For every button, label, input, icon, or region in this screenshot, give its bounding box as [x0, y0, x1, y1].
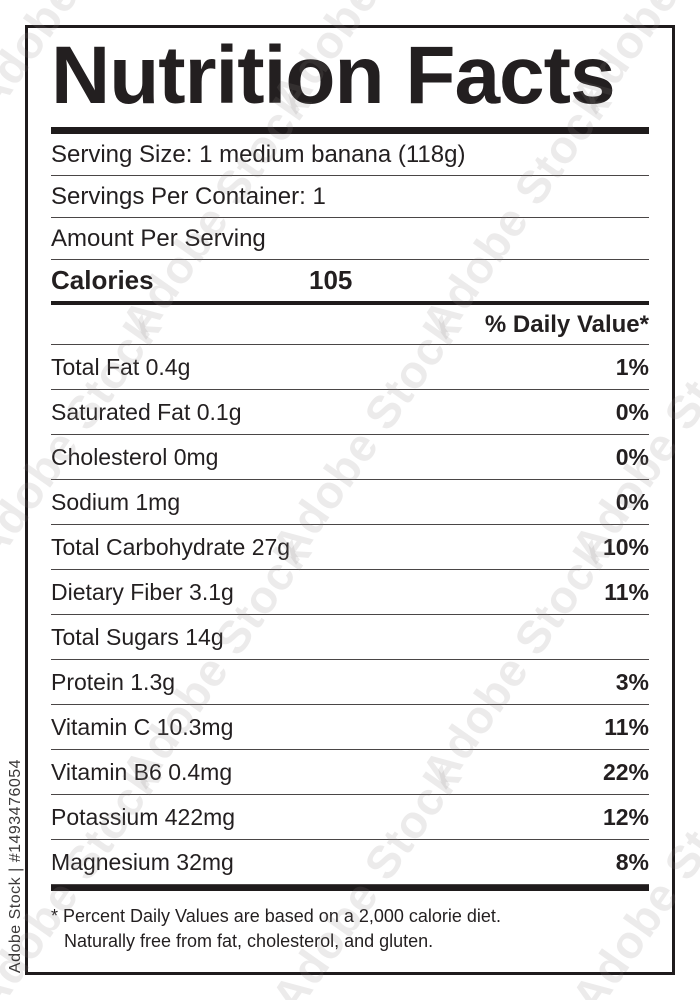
footnote-line-1: * Percent Daily Values are based on a 2,… [51, 906, 501, 927]
calories-divider-bar [51, 301, 649, 306]
nutrient-row-protein: Protein 1.3g 3% [51, 660, 649, 706]
footnote-divider-bar [51, 885, 649, 892]
nutrient-daily-value: 0% [615, 488, 649, 515]
nutrient-label: Total Carbohydrate 27g [51, 533, 291, 560]
amount-per-serving-row: Amount Per Serving [51, 218, 649, 261]
nutrient-daily-value: 8% [615, 848, 649, 875]
nutrient-label: Magnesium 32mg [51, 848, 234, 875]
nutrient-row-cholesterol: Cholesterol 0mg 0% [51, 435, 649, 481]
nutrient-daily-value: 11% [604, 578, 649, 605]
daily-value-header: % Daily Value* [51, 305, 649, 346]
servings-per-container-text: Servings Per Container: 1 [51, 182, 326, 210]
servings-per-container-row: Servings Per Container: 1 [51, 176, 649, 219]
nutrient-label: Vitamin C 10.3mg [51, 713, 234, 740]
nutrient-label: Total Sugars 14g [51, 623, 224, 650]
nutrient-daily-value: 11% [604, 713, 649, 740]
nutrient-daily-value: 10% [602, 533, 649, 560]
nutrition-label: Nutrition Facts Serving Size: 1 medium b… [25, 25, 675, 975]
nutrient-daily-value: 12% [602, 803, 649, 830]
nutrient-daily-value: 0% [615, 443, 649, 470]
watermark-id-text: Adobe Stock | #1493476054 [7, 758, 24, 974]
nutrient-row-dietary-fiber: Dietary Fiber 3.1g 11% [51, 570, 649, 616]
nutrient-row-sodium: Sodium 1mg 0% [51, 480, 649, 526]
calories-row: Calories 105 [51, 260, 649, 301]
footnote-line-2: Naturally free from fat, cholesterol, an… [64, 931, 434, 952]
nutrient-label: Potassium 422mg [51, 803, 236, 830]
nutrient-label: Protein 1.3g [51, 668, 176, 695]
nutrient-daily-value: 3% [615, 668, 649, 695]
nutrient-label: Saturated Fat 0.1g [51, 398, 242, 425]
nutrient-daily-value: 22% [602, 758, 649, 785]
nutrient-row-total-fat: Total Fat 0.4g 1% [51, 345, 649, 391]
daily-value-header-text: % Daily Value* [484, 310, 649, 338]
nutrient-row-potassium: Potassium 422mg 12% [51, 795, 649, 841]
nutrient-label: Sodium 1mg [51, 488, 181, 515]
serving-size-text: Serving Size: 1 medium banana (118g) [51, 140, 466, 168]
serving-size-row: Serving Size: 1 medium banana (118g) [51, 134, 649, 177]
nutrient-row-total-sugars: Total Sugars 14g [51, 615, 649, 661]
footnote: * Percent Daily Values are based on a 2,… [51, 891, 649, 954]
nutrient-row-saturated-fat: Saturated Fat 0.1g 0% [51, 390, 649, 436]
nutrient-row-magnesium: Magnesium 32mg 8% [51, 840, 649, 886]
nutrient-daily-value: 1% [615, 353, 649, 380]
nutrient-row-vitamin-c: Vitamin C 10.3mg 11% [51, 705, 649, 751]
nutrient-label: Total Fat 0.4g [51, 353, 191, 380]
label-title: Nutrition Facts [51, 30, 616, 121]
nutrient-label: Vitamin B6 0.4mg [51, 758, 233, 785]
amount-per-serving-text: Amount Per Serving [51, 224, 266, 252]
calories-value: 105 [309, 265, 353, 296]
title-divider-bar [51, 127, 649, 135]
nutrient-daily-value: 0% [615, 398, 649, 425]
calories-label: Calories [51, 265, 154, 296]
nutrient-label: Dietary Fiber 3.1g [51, 578, 234, 605]
nutrient-label: Cholesterol 0mg [51, 443, 219, 470]
nutrient-row-vitamin-b6: Vitamin B6 0.4mg 22% [51, 750, 649, 796]
nutrient-row-total-carbohydrate: Total Carbohydrate 27g 10% [51, 525, 649, 571]
